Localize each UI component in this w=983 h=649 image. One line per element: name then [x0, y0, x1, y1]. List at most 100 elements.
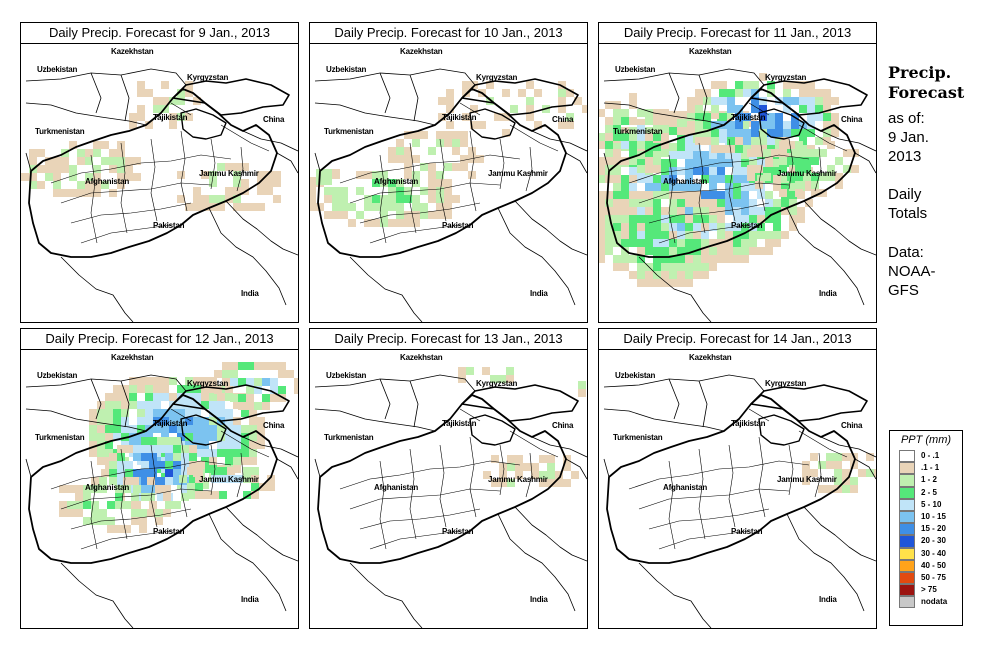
- map-label-tajikistan: Tajikistan: [153, 113, 188, 122]
- precip-cell: [396, 147, 404, 155]
- precip-cell: [412, 171, 420, 179]
- precip-cell: [703, 113, 711, 121]
- precip-cell: [605, 231, 613, 239]
- precip-cell: [725, 239, 733, 247]
- precip-cell: [238, 394, 246, 402]
- precip-cell: [185, 377, 193, 385]
- legend-item: nodata: [890, 596, 962, 609]
- precip-cell: [189, 461, 197, 469]
- province-boundary: [509, 430, 559, 458]
- precip-cell: [77, 181, 85, 189]
- precip-cell: [193, 425, 201, 433]
- precip-cell: [436, 203, 444, 211]
- precip-cell: [470, 121, 478, 129]
- precip-cell: [147, 477, 155, 485]
- precip-cell: [711, 121, 719, 129]
- precip-cell: [129, 401, 137, 409]
- precip-cell: [563, 479, 571, 487]
- precip-cell: [185, 433, 193, 441]
- precip-cell: [201, 449, 209, 457]
- precip-cell: [653, 263, 661, 271]
- precip-cell: [795, 165, 803, 173]
- precip-cell: [157, 493, 165, 501]
- precip-cell: [599, 199, 605, 207]
- precip-cell: [599, 141, 605, 149]
- precip-cell: [249, 417, 257, 425]
- legend-swatch: [899, 547, 915, 560]
- precip-cell: [669, 279, 677, 287]
- legend-title: PPT (mm): [900, 434, 952, 446]
- precip-cell: [677, 207, 685, 215]
- precip-cell: [637, 151, 645, 159]
- precip-cell: [340, 187, 348, 195]
- precip-cell: [534, 121, 542, 129]
- precip-cell: [693, 143, 701, 151]
- afghanistan-border: [28, 394, 278, 564]
- province-boundary: [499, 444, 505, 496]
- precip-cell: [446, 97, 454, 105]
- precip-cell: [693, 207, 701, 215]
- precip-cell: [765, 239, 773, 247]
- precip-cell: [145, 121, 153, 129]
- precip-cell: [819, 149, 827, 157]
- precip-cell: [661, 231, 669, 239]
- province-boundary: [628, 154, 810, 184]
- precip-cell: [693, 231, 701, 239]
- precip-cell: [669, 175, 677, 183]
- precip-cell: [131, 517, 139, 525]
- forecast-panel-day5: Daily Precip. Forecast for 13 Jan., 2013…: [309, 328, 588, 629]
- precip-cell: [669, 183, 677, 191]
- precip-cell: [249, 409, 257, 417]
- precip-cell: [486, 81, 494, 89]
- precip-cell: [141, 469, 149, 477]
- precip-cell: [412, 195, 420, 203]
- tajikistan-border: [180, 414, 227, 446]
- precip-cell: [230, 394, 238, 402]
- precip-cell: [214, 370, 222, 378]
- precip-cell: [701, 239, 709, 247]
- precip-cell: [201, 425, 209, 433]
- precip-cell: [230, 370, 238, 378]
- precip-cell: [372, 179, 380, 187]
- precip-cell: [599, 167, 605, 175]
- precip-cell: [324, 169, 332, 177]
- data-line2: NOAA-: [888, 263, 936, 280]
- precip-cell: [165, 445, 173, 453]
- map-label-kyrgyzstan: Kyrgyzstan: [476, 379, 518, 388]
- precip-cell: [173, 445, 181, 453]
- precip-cell: [468, 147, 476, 155]
- precip-cell: [741, 231, 749, 239]
- precip-cell: [717, 167, 725, 175]
- precip-cell: [645, 157, 653, 165]
- country-boundary: [25, 152, 32, 172]
- precip-cell: [807, 113, 815, 121]
- precip-cell: [173, 437, 181, 445]
- country-boundary: [90, 72, 102, 114]
- precip-cell: [621, 247, 629, 255]
- precip-cell: [141, 461, 149, 469]
- precip-cell: [719, 97, 727, 105]
- precip-cell: [444, 139, 452, 147]
- country-boundary: [314, 408, 436, 432]
- precip-cell: [121, 409, 129, 417]
- precip-cell: [412, 131, 420, 139]
- precip-cell: [125, 469, 133, 477]
- precip-cell: [843, 149, 851, 157]
- map-label-turkmenistan: Turkmenistan: [613, 127, 663, 136]
- precip-cell: [693, 159, 701, 167]
- precip-cell: [189, 445, 197, 453]
- precip-cell: [294, 386, 298, 394]
- precip-cell: [105, 425, 113, 433]
- precip-cell: [669, 159, 677, 167]
- precip-cell: [661, 247, 669, 255]
- precip-cell: [637, 125, 645, 133]
- precip-cell: [629, 271, 637, 279]
- precip-cell: [669, 255, 677, 263]
- precip-cell: [693, 255, 701, 263]
- precip-cell: [795, 141, 803, 149]
- precip-cell: [105, 409, 113, 417]
- precip-cell: [185, 203, 193, 211]
- forecast-map: Kazekhstan Uzbekistan Kyrgyzstan Tajikistan…: [599, 43, 876, 322]
- sidebar-title-line2: Forecast: [888, 83, 965, 102]
- legend-item: > 75: [890, 584, 962, 597]
